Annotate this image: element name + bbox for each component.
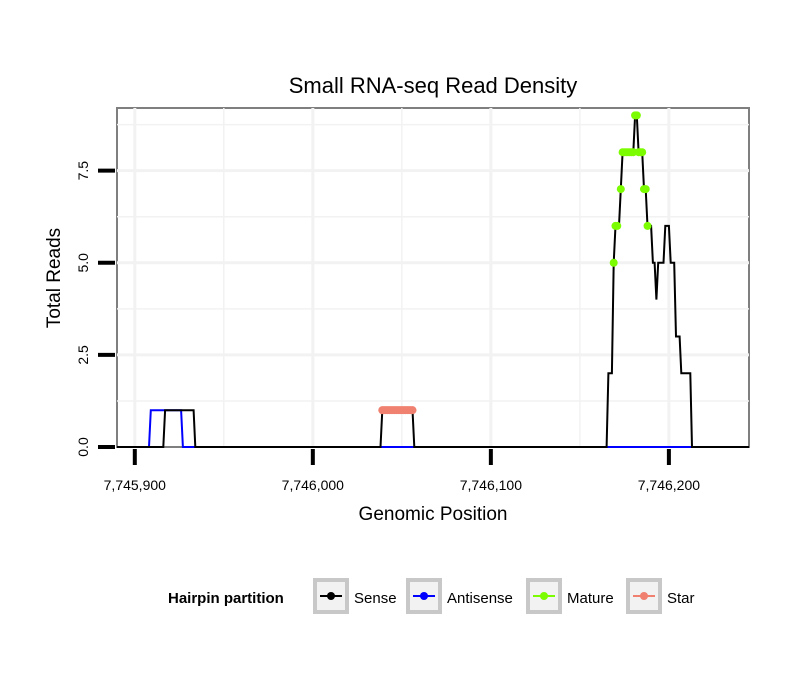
legend-point-star — [640, 592, 648, 600]
x-axis-title: Genomic Position — [359, 504, 508, 525]
legend-label-sense: Sense — [354, 590, 397, 607]
data-point-mature — [613, 221, 622, 230]
chart-title: Small RNA-seq Read Density — [289, 73, 578, 98]
legend-label-mature: Mature — [567, 590, 614, 607]
series-layer — [117, 111, 749, 448]
data-point-mature — [643, 221, 652, 230]
x-tick-label: 7,746,200 — [638, 477, 700, 493]
legend-title: Hairpin partition — [168, 590, 284, 607]
data-point-mature — [609, 258, 618, 267]
x-tick-label: 7,745,900 — [104, 477, 166, 493]
y-tick-label: 0.0 — [75, 437, 91, 457]
plot-panel — [116, 107, 750, 448]
data-point-mature — [641, 185, 650, 194]
y-axis-title: Total Reads — [44, 228, 65, 328]
data-point-mature — [616, 185, 625, 194]
legend-point-sense — [327, 592, 335, 600]
legend-point-mature — [540, 592, 548, 600]
y-tick-label: 5.0 — [75, 253, 91, 273]
data-point-mature — [632, 111, 641, 120]
legend-label-star: Star — [667, 590, 695, 607]
legend-point-antisense — [420, 592, 428, 600]
data-point-star — [408, 406, 417, 415]
x-tick-label: 7,746,100 — [460, 477, 522, 493]
x-tick-label: 7,746,000 — [282, 477, 344, 493]
y-tick-label: 2.5 — [75, 345, 91, 365]
legend-label-antisense: Antisense — [447, 590, 513, 607]
data-point-mature — [638, 148, 647, 157]
y-tick-label: 7.5 — [75, 161, 91, 181]
legend: Hairpin partition Sense Antisense Mature St… — [168, 578, 695, 614]
axes: 7,745,900 7,746,000 7,746,100 7,746,200 0.0 2… — [75, 161, 700, 493]
